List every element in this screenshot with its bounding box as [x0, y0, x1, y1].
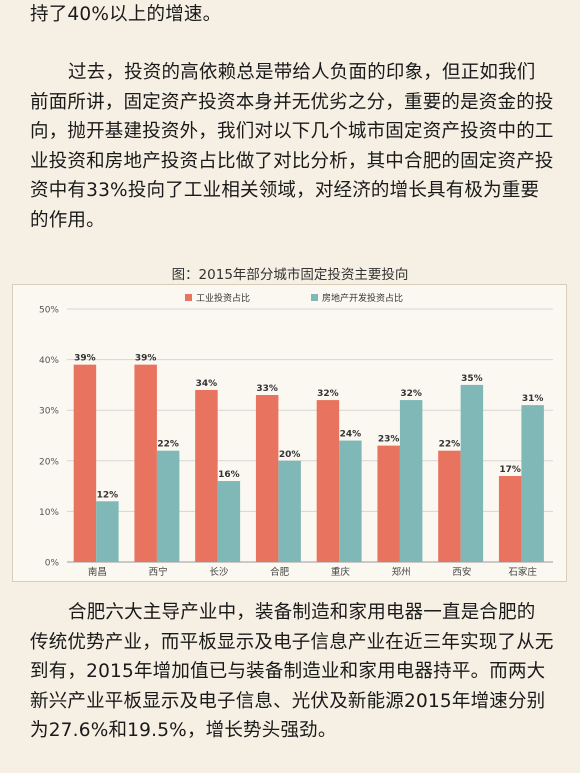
- bar: [498, 475, 522, 562]
- bar: [278, 460, 301, 562]
- bar: [399, 400, 423, 562]
- data-label: 31%: [522, 394, 544, 404]
- data-label: 34%: [196, 379, 218, 389]
- bar: [195, 389, 218, 562]
- x-tick-label: 南昌: [88, 566, 107, 578]
- y-tick-label: 10%: [39, 508, 59, 518]
- x-tick-label: 西安: [452, 566, 471, 578]
- data-label: 23%: [378, 435, 400, 445]
- legend: 工业投资占比 房地产开发投资占比: [185, 292, 403, 304]
- bar: [96, 501, 119, 562]
- data-label: 22%: [439, 440, 461, 450]
- x-tick-label: 长沙: [209, 566, 229, 578]
- y-tick-label: 20%: [39, 457, 59, 467]
- bar: [73, 364, 97, 562]
- data-label: 22%: [157, 440, 179, 450]
- bar: [217, 481, 241, 562]
- paragraph-industry: 合肥六大主导产业中，装备制造和家用电器一直是合肥的传统优势产业，而平板显示及电子…: [30, 602, 554, 741]
- bar: [521, 405, 544, 562]
- bar-chart: 0% 10% 20% 30% 40% 50% 39% 12% 39% 22% 34% 16% 33% 2…: [39, 292, 553, 578]
- y-tick-label: 50%: [39, 306, 59, 316]
- data-label: 33%: [256, 384, 278, 394]
- data-label: 24%: [340, 430, 362, 440]
- legend-label: 房地产开发投资占比: [322, 292, 403, 304]
- chart-panel: 0% 10% 20% 30% 40% 50% 39% 12% 39% 22% 34% 16% 33% 2…: [12, 284, 567, 582]
- bars: [73, 364, 544, 562]
- data-label: 35%: [461, 374, 483, 384]
- y-axis-ticks: 0% 10% 20% 30% 40% 50%: [39, 306, 59, 569]
- data-label: 17%: [499, 465, 521, 475]
- bar: [156, 450, 180, 562]
- bar: [255, 395, 279, 562]
- y-tick-label: 0%: [45, 559, 60, 569]
- data-label: 12%: [97, 490, 119, 500]
- bar: [438, 450, 461, 562]
- bar: [377, 445, 400, 562]
- x-tick-label: 重庆: [331, 566, 351, 578]
- y-tick-label: 40%: [39, 356, 59, 366]
- x-tick-label: 合肥: [270, 566, 290, 578]
- data-label: 32%: [317, 389, 339, 399]
- x-tick-label: 石家庄: [508, 566, 537, 578]
- data-label: 20%: [279, 450, 301, 460]
- x-tick-label: 西宁: [149, 566, 168, 578]
- data-labels: 39% 12% 39% 22% 34% 16% 33% 20% 32% 24% 23% 32% 22% 3…: [74, 354, 543, 501]
- paragraph-investment: 过去，投资的高依赖总是带给人负面的印象，但正如我们前面所讲，固定资产投资本身并无…: [30, 62, 554, 231]
- legend-swatch: [311, 294, 318, 301]
- legend-swatch: [185, 294, 192, 301]
- data-label: 16%: [218, 470, 240, 480]
- bar: [460, 384, 484, 562]
- chart-title: 图：2015年部分城市固定投资主要投向: [171, 267, 409, 283]
- legend-label: 工业投资占比: [196, 292, 250, 304]
- bar: [134, 364, 157, 562]
- data-label: 32%: [400, 389, 422, 399]
- x-axis-ticks: 南昌 西宁 长沙 合肥 重庆 郑州 西安 石家庄: [88, 566, 538, 578]
- data-label: 39%: [74, 354, 96, 364]
- bar: [316, 400, 340, 562]
- paragraph-top: 持了40%以上的增速。: [30, 4, 222, 25]
- x-tick-label: 郑州: [392, 566, 411, 578]
- data-label: 39%: [135, 354, 157, 364]
- bar: [339, 440, 362, 562]
- y-tick-label: 30%: [39, 407, 59, 417]
